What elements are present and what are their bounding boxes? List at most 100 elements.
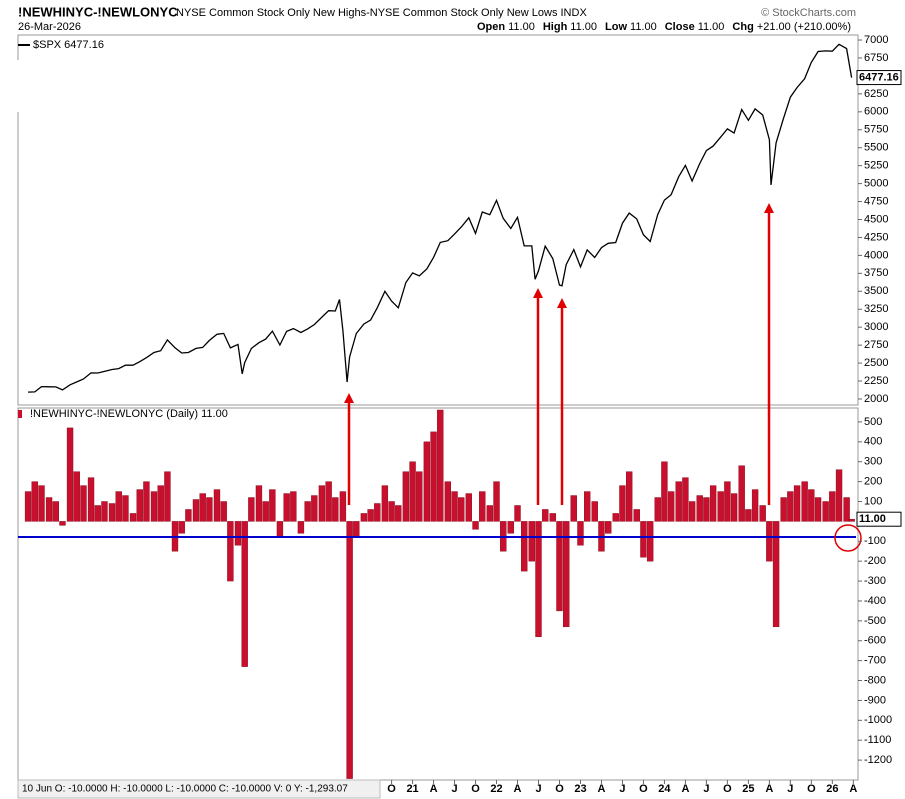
y-tick-label: 4000 [864,249,888,261]
bar [360,513,368,522]
x-tick-label: 25 [742,783,754,795]
x-tick-label: O [723,783,732,795]
bar [339,491,347,522]
x-tick-label: O [471,783,480,795]
bar [458,497,465,522]
x-tick-label: 24 [658,783,671,795]
legend-swatch [18,410,22,418]
bar [709,485,717,522]
y-tick-label: 5500 [864,142,888,154]
bar [646,521,654,562]
bar [94,505,101,522]
bar [584,491,591,522]
y-tick-label: 300 [864,456,882,468]
bar [157,485,164,522]
bar [780,497,787,522]
x-tick-label: 21 [406,783,418,795]
y-tick-label: 2500 [864,357,888,369]
y-tick-label: -1100 [864,734,891,746]
y-tick-label: -1200 [864,754,892,766]
y-tick-label: 4250 [864,231,888,243]
legend-label: $SPX 6477.16 [33,39,104,51]
bar [206,497,213,522]
x-tick-label: A [765,783,773,795]
x-tick-label: A [849,783,857,795]
bar [793,485,801,522]
bar [101,501,108,522]
bar [787,491,794,522]
ohlc: Open 11.00 High 11.00 Low 11.00 Close 11.00 Chg +… [477,21,851,33]
bar [248,497,255,522]
y-tick-label: 200 [864,476,882,488]
bar [325,481,332,522]
last-value-label: 6477.16 [859,71,899,83]
breadth-plot [24,409,855,779]
bar [227,521,234,582]
bar [283,493,290,522]
bar [465,493,472,522]
bar [73,471,80,522]
x-tick-label: J [451,783,457,795]
bar [591,501,598,522]
bar [843,497,850,522]
bar [661,461,668,522]
bar [829,491,836,522]
source: © StockCharts.com [761,7,856,19]
bar [535,521,542,637]
last-value-box [856,70,902,86]
bar [717,491,724,522]
bar [374,503,381,522]
bar [451,491,458,522]
bar [577,521,584,546]
bar [409,461,416,522]
y-tick-label: 3250 [864,303,888,315]
x-tick-label: O [807,783,816,795]
y-tick-label: 6000 [864,106,888,118]
x-tick-label: 22 [490,783,502,795]
y-tick-label: 5750 [864,124,888,136]
bar [276,521,284,538]
ohlc-value: 11.00 [698,21,725,33]
bar [563,521,570,628]
info-text: 10 Jun O: -10.0000 H: -10.0000 L: -10.00… [22,784,348,795]
bar [80,485,87,522]
breadth-panel [17,407,859,781]
price-plot [28,43,853,393]
bar [612,513,619,522]
arrows [344,203,774,505]
bar [766,521,773,562]
x-tick-label: J [703,783,709,795]
date: 26-Mar-2026 [18,21,81,33]
y-tick-label: -300 [864,575,886,587]
bar [486,505,493,522]
bar [835,469,843,522]
bar [528,521,535,562]
bar [66,427,74,522]
y-tick-label: -200 [864,555,886,567]
bar [633,509,640,522]
x-tick-label: O [387,783,396,795]
bar [605,521,612,534]
bar [136,489,143,522]
bar [304,501,311,522]
bar [150,491,158,522]
ohlc-label: Open [477,21,505,33]
bar [87,477,95,522]
bar [185,509,192,522]
y-tick-label: 2000 [864,393,888,405]
bar [808,489,815,522]
x-tick-label: 26 [826,783,838,795]
bar [549,513,556,522]
bar [31,481,38,522]
last-value-label: 11.00 [859,513,886,525]
bar [192,499,200,522]
y-tick-label: 3750 [864,267,888,279]
y-tick-label: -700 [864,655,886,667]
bar [199,493,206,522]
bar [318,485,326,522]
x-tick-label: J [787,783,793,795]
bar [346,521,353,779]
info-box [17,779,381,799]
legend-label: !NEWHINYC-!NEWLONYC (Daily) 11.00 [30,408,228,420]
